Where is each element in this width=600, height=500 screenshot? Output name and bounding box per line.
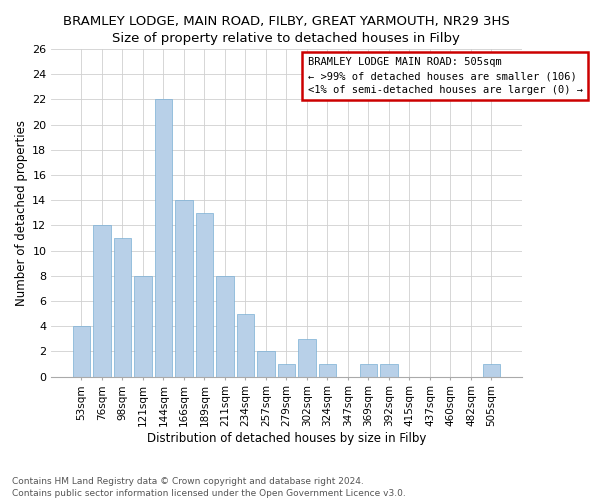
X-axis label: Distribution of detached houses by size in Filby: Distribution of detached houses by size … (147, 432, 426, 445)
Bar (257, 352, 275, 376)
Bar (134, 276, 152, 376)
Bar (216, 276, 233, 376)
Bar (113, 238, 131, 376)
Text: Contains HM Land Registry data © Crown copyright and database right 2024.
Contai: Contains HM Land Registry data © Crown c… (12, 476, 406, 498)
Bar (483, 364, 500, 376)
Bar (298, 339, 316, 376)
Bar (237, 314, 254, 376)
Bar (360, 364, 377, 376)
Bar (196, 213, 213, 376)
Bar (155, 100, 172, 376)
Bar (73, 326, 90, 376)
Title: BRAMLEY LODGE, MAIN ROAD, FILBY, GREAT YARMOUTH, NR29 3HS
Size of property relat: BRAMLEY LODGE, MAIN ROAD, FILBY, GREAT Y… (63, 15, 510, 45)
Bar (319, 364, 336, 376)
Text: BRAMLEY LODGE MAIN ROAD: 505sqm
← >99% of detached houses are smaller (106)
<1% : BRAMLEY LODGE MAIN ROAD: 505sqm ← >99% o… (308, 57, 583, 95)
Bar (278, 364, 295, 376)
Y-axis label: Number of detached properties: Number of detached properties (15, 120, 28, 306)
Bar (175, 200, 193, 376)
Bar (380, 364, 398, 376)
Bar (93, 226, 110, 376)
